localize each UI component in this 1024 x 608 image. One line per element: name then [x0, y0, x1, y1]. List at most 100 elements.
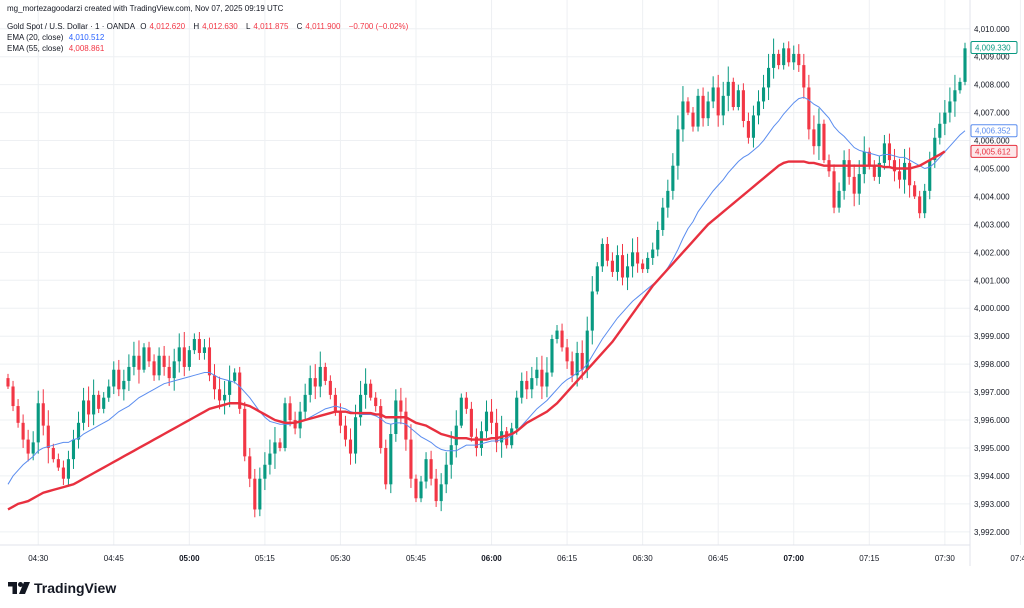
price-tick-label: 3,993.000 [974, 500, 1010, 509]
candle [303, 383, 307, 421]
candle [162, 345, 166, 376]
price-tick-label: 3,995.000 [974, 444, 1010, 453]
candle-body [615, 255, 620, 272]
candle-body [177, 347, 181, 362]
candle-body [887, 143, 892, 161]
candle [147, 341, 151, 367]
close-value: C 4,011.900 [296, 22, 341, 31]
candle-body [343, 425, 348, 440]
candle-body [721, 95, 725, 116]
candle-body [107, 386, 111, 398]
time-tick-label: 06:15 [557, 554, 578, 563]
tradingview-logo[interactable]: TradingView [8, 580, 116, 596]
candle [560, 323, 564, 352]
price-tick-label: 4,008.000 [974, 81, 1010, 90]
candle-body [625, 266, 630, 278]
candle-body [192, 338, 196, 351]
symbol-legend[interactable]: Gold Spot / U.S. Dollar · 1 · OANDA O 4,0… [7, 22, 411, 31]
candle [802, 53, 806, 99]
candle-body [263, 464, 267, 479]
candle-body [132, 355, 136, 367]
candle-body [409, 439, 413, 479]
time-tick-label: 05:30 [330, 554, 351, 563]
candle-body [892, 160, 897, 172]
candle [615, 245, 620, 281]
candle [902, 148, 907, 194]
change-value: −0.700 (−0.02%) [348, 22, 409, 31]
candle-body [167, 366, 171, 379]
candle [212, 364, 217, 400]
price-tick-label: 4,003.000 [974, 220, 1010, 229]
candle [394, 389, 398, 442]
candle-body [852, 176, 856, 194]
candle-body [419, 481, 423, 499]
candle [651, 242, 655, 265]
candle-body [681, 101, 685, 130]
price-tick-label: 3,998.000 [974, 360, 1010, 369]
candle-body [761, 87, 766, 102]
candle-body [812, 129, 816, 147]
candle [610, 252, 614, 277]
candle-body [580, 352, 584, 370]
candle-body [484, 411, 489, 432]
candle [751, 105, 756, 148]
candle [414, 474, 418, 503]
candle-body [374, 397, 378, 407]
candle [716, 74, 720, 127]
candle [223, 380, 227, 415]
candle [862, 136, 866, 184]
candle-body [137, 355, 141, 370]
price-tick-label: 4,002.000 [974, 248, 1010, 257]
candle-body [943, 112, 947, 124]
candle [631, 238, 635, 278]
price-tick-label: 4,005.000 [974, 165, 1010, 174]
candle [112, 361, 116, 395]
candle [807, 74, 811, 140]
candle-body [646, 257, 650, 270]
candle [958, 77, 962, 94]
candle [328, 375, 332, 400]
candle [792, 45, 796, 70]
candle-body [711, 87, 715, 102]
candle-body [736, 90, 740, 108]
candle [127, 354, 131, 391]
candle [817, 108, 821, 160]
candle [21, 414, 25, 448]
candle [66, 450, 71, 485]
time-axis[interactable]: 04:30 04:45 05:00 05:15 05:30 05:45 06:00 06:15… [28, 554, 1024, 563]
candle [550, 334, 554, 377]
price-axis[interactable]: 4,010.000 4,009.000 4,008.000 4,007.000 4,00… [974, 25, 1010, 537]
price-tag-label: 4,005.612 [975, 147, 1011, 156]
candle-body [328, 380, 332, 395]
symbol-title[interactable]: Gold Spot / U.S. Dollar · 1 · OANDA [7, 22, 136, 31]
candle [46, 410, 50, 464]
candle-body [872, 165, 876, 177]
candle [489, 399, 494, 435]
candle [767, 53, 771, 101]
candle-body [545, 372, 549, 387]
candle-body [822, 123, 826, 161]
candle [182, 331, 186, 377]
candle [777, 49, 781, 70]
candle [706, 91, 710, 127]
candle-body [706, 101, 710, 119]
candle-body [112, 369, 116, 387]
candle-body [963, 48, 967, 82]
ema20-legend[interactable]: EMA (20, close) 4,010.512 [7, 33, 107, 42]
candle [348, 428, 353, 465]
candle-body [434, 478, 438, 502]
candle-body [928, 160, 932, 191]
candle-body [308, 378, 312, 395]
candle [882, 134, 886, 170]
ema55-legend[interactable]: EMA (55, close) 4,008.861 [7, 44, 107, 53]
candle [691, 107, 695, 132]
candle-body [585, 330, 589, 370]
candle-body [731, 81, 735, 108]
candle [172, 348, 176, 391]
candle [359, 380, 363, 426]
candle-body [671, 165, 675, 191]
candle-body [454, 425, 458, 446]
time-tick-label: 05:00 [179, 554, 200, 563]
candle [948, 87, 952, 123]
